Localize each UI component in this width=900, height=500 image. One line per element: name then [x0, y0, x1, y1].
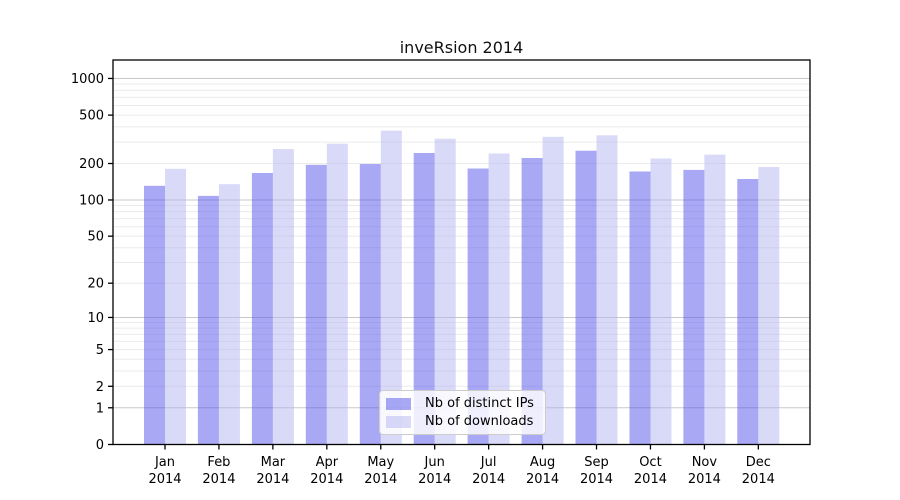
bar-downloads [704, 154, 726, 445]
x-tick-label-month: Jan [154, 455, 175, 470]
x-tick-label-year: 2014 [688, 472, 721, 487]
x-tick-label-year: 2014 [148, 472, 181, 487]
bar-downloads [380, 130, 402, 445]
bar-distinct-ips [251, 173, 273, 445]
y-tick-label: 1000 [71, 72, 104, 87]
y-tick-label: 2 [96, 380, 104, 395]
bar-distinct-ips [737, 179, 759, 445]
y-tick-label: 5 [96, 343, 104, 358]
x-tick-label-month: Jul [480, 455, 497, 470]
bar-distinct-ips [144, 185, 165, 445]
legend-swatch-downloads [386, 415, 411, 428]
x-tick-label-year: 2014 [256, 472, 289, 487]
y-tick-label: 1 [96, 401, 104, 416]
x-tick-label-month: Apr [316, 455, 339, 470]
bar-distinct-ips [413, 153, 435, 445]
y-tick-label: 20 [87, 277, 104, 292]
bar-downloads [326, 143, 348, 445]
bar-downloads [434, 138, 456, 445]
y-tick-label: 0 [96, 438, 104, 453]
y-tick-label: 200 [79, 157, 104, 172]
x-tick-label-month: Aug [530, 455, 555, 470]
x-tick-label-month: Dec [746, 455, 771, 470]
legend-item-distinct-ips: Nb of distinct IPs [386, 396, 545, 411]
bar-distinct-ips [359, 164, 381, 445]
bar-downloads [758, 167, 780, 445]
x-tick-label-year: 2014 [364, 472, 397, 487]
legend-swatch-distinct-ips [386, 397, 411, 410]
bar-downloads [542, 136, 564, 445]
x-tick-label-year: 2014 [742, 472, 775, 487]
legend-label-distinct-ips: Nb of distinct IPs [425, 396, 534, 411]
x-tick-label-month: Nov [692, 455, 718, 470]
y-tick-label: 50 [87, 230, 104, 245]
plot-frame [112, 59, 811, 446]
bar-distinct-ips [521, 158, 543, 445]
bar-distinct-ips [305, 164, 327, 445]
x-tick-label-year: 2014 [418, 472, 451, 487]
x-tick-label-month: Mar [261, 455, 286, 470]
bar-distinct-ips [467, 168, 489, 445]
bar-downloads [272, 149, 294, 445]
x-tick-label-month: Feb [207, 455, 230, 470]
bar-distinct-ips [629, 171, 651, 445]
x-tick-label-month: Oct [639, 455, 661, 470]
x-tick-label-month: Jun [424, 455, 445, 470]
bar-distinct-ips [683, 169, 705, 445]
y-tick-label: 500 [79, 109, 104, 124]
bar-downloads [218, 184, 240, 445]
bar-downloads [488, 153, 510, 445]
x-tick-label-year: 2014 [526, 472, 559, 487]
chart-legend: Nb of distinct IPs Nb of downloads [379, 390, 546, 435]
x-tick-label-month: Sep [584, 455, 609, 470]
x-tick-label-year: 2014 [472, 472, 505, 487]
y-tick-label: 100 [79, 194, 104, 209]
legend-item-downloads: Nb of downloads [386, 414, 545, 429]
x-tick-label-month: May [367, 455, 394, 470]
x-tick-label-year: 2014 [634, 472, 667, 487]
bar-downloads [165, 168, 186, 445]
x-tick-label-year: 2014 [202, 472, 235, 487]
bar-distinct-ips [197, 195, 219, 445]
bar-downloads [650, 158, 672, 445]
legend-label-downloads: Nb of downloads [425, 414, 534, 429]
bar-distinct-ips [575, 150, 597, 445]
bar-downloads [596, 135, 618, 445]
x-tick-label-year: 2014 [310, 472, 343, 487]
x-tick-label-year: 2014 [580, 472, 613, 487]
y-tick-label: 10 [87, 311, 104, 326]
chart-title: inveRsion 2014 [399, 38, 524, 57]
